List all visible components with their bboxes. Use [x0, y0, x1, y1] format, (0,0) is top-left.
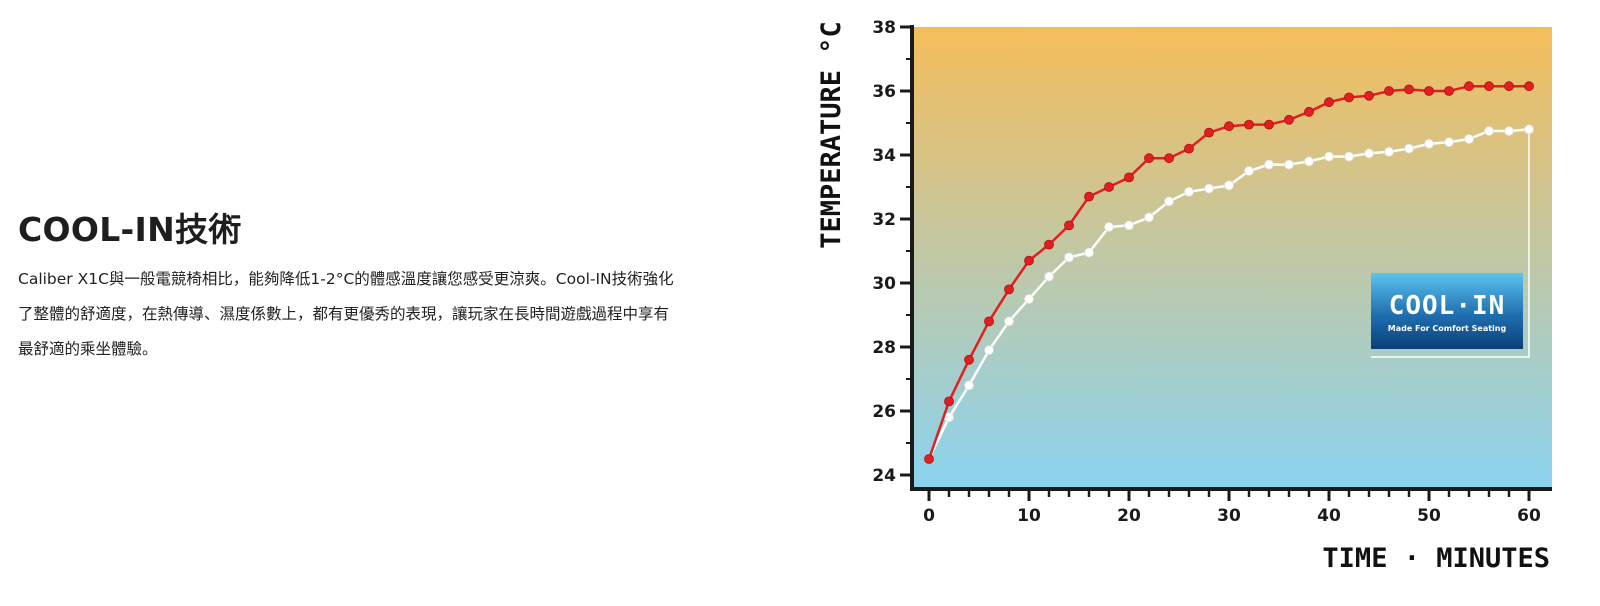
y-tick-label: 24	[872, 466, 896, 486]
red-series-point	[944, 396, 954, 407]
red-series-point	[1144, 153, 1154, 164]
logo-title: COOL·IN	[1389, 291, 1506, 321]
white-series-point	[1324, 151, 1334, 162]
red-series-point	[1244, 119, 1254, 130]
white-series-point	[1024, 294, 1034, 304]
white-series-point	[1144, 212, 1154, 223]
white-series-point	[1124, 220, 1134, 231]
white-series-point	[1064, 252, 1074, 263]
red-series-point	[1104, 182, 1114, 192]
white-series-leader-line	[1371, 129, 1530, 358]
white-series-point	[1004, 316, 1014, 327]
x-tick-label: 50	[1417, 506, 1441, 526]
white-series-point	[1264, 159, 1274, 170]
red-series-point	[1464, 81, 1474, 92]
x-tick-label: 60	[1517, 506, 1541, 526]
white-series-point	[1504, 126, 1514, 136]
cool-in-logo	[1371, 273, 1523, 349]
chart-svg: COOL·IN Made For Comfort Seating 24 26 28 30…	[816, 18, 1552, 574]
red-series-point	[1084, 191, 1094, 202]
white-series-point	[1524, 124, 1534, 135]
x-tick-label: 0	[923, 506, 935, 526]
logo-tagline: Made For Comfort Seating	[1388, 324, 1507, 333]
red-series-point	[1124, 172, 1134, 183]
red-series-point	[1324, 97, 1334, 108]
red-series-point	[1064, 220, 1074, 231]
y-tick-label: 26	[872, 402, 896, 422]
plot-background	[912, 27, 1552, 489]
red-series-point	[1004, 284, 1014, 295]
red-series-point	[1264, 119, 1274, 130]
red-series-point	[1384, 86, 1394, 96]
white-series-point	[1404, 143, 1414, 154]
white-series-point	[1244, 166, 1254, 176]
white-series-point	[1484, 126, 1494, 136]
white-series-point	[1344, 151, 1354, 162]
description-line: Caliber X1C與一般電競椅相比，能夠降低1-2°C的體感溫度讓您感受更涼…	[18, 270, 674, 288]
red-series-point	[1344, 92, 1354, 103]
y-tick-label: 32	[872, 210, 896, 230]
red-series-point	[924, 454, 934, 464]
temperature-chart: COOL·IN Made For Comfort Seating 24 26 28 30…	[815, 0, 1600, 602]
red-series-point	[1224, 121, 1234, 132]
white-series-point	[1464, 134, 1474, 144]
y-tick-label: 34	[872, 146, 896, 166]
red-series-point	[1484, 81, 1494, 92]
red-series-point	[964, 354, 974, 365]
red-series-point	[1504, 81, 1514, 92]
description-line: 最舒適的乘坐體驗。	[18, 340, 158, 358]
red-series-point	[984, 316, 994, 327]
x-axis-title: TIME · MINUTES	[1322, 543, 1550, 574]
white-series-point	[964, 380, 974, 391]
y-axis-title: TEMPERATURE °C	[816, 21, 847, 249]
white-series-point	[1444, 137, 1454, 148]
y-tick-label: 36	[872, 82, 896, 102]
x-tick-label: 10	[1017, 506, 1041, 526]
white-series-point	[1284, 159, 1294, 170]
white-series-point	[1104, 222, 1114, 232]
white-series-point	[1384, 146, 1394, 157]
red-series-point	[1184, 143, 1194, 154]
section-description: Caliber X1C與一般電競椅相比，能夠降低1-2°C的體感溫度讓您感受更涼…	[18, 262, 778, 367]
y-tick-label: 28	[872, 338, 896, 358]
red-series-point	[1524, 81, 1534, 92]
white-series-point	[1044, 271, 1054, 282]
red-series-point	[1444, 86, 1454, 96]
red-series-point	[1424, 86, 1434, 96]
y-tick-label: 30	[872, 274, 896, 294]
red-series-point	[1164, 153, 1174, 164]
red-series-point	[1204, 127, 1214, 138]
white-series-point	[1204, 183, 1214, 194]
red-series-point	[1284, 114, 1294, 125]
white-series-point	[1364, 148, 1374, 159]
red-series-point	[1304, 106, 1314, 117]
red-series-point	[1364, 90, 1374, 101]
red-series-point	[1044, 239, 1054, 250]
x-tick-label: 20	[1117, 506, 1141, 526]
section-title: COOL-IN技術	[18, 210, 242, 249]
cool-in-section: COOL-IN技術 Caliber X1C與一般電競椅相比，能夠降低1-2°C的…	[18, 208, 778, 367]
x-tick-label: 30	[1217, 506, 1241, 526]
x-tick-label: 40	[1317, 506, 1341, 526]
white-series-point	[1424, 138, 1434, 149]
red-series-point	[1404, 84, 1414, 95]
white-series-point	[1184, 186, 1194, 197]
y-tick-label: 38	[872, 18, 896, 38]
white-series-point	[984, 345, 994, 356]
description-line: 了整體的舒適度，在熱傳導、濕度係數上，都有更優秀的表現，讓玩家在長時間遊戲過程中…	[18, 305, 670, 323]
white-series-point	[1224, 180, 1234, 191]
white-series-point	[1164, 196, 1174, 207]
red-series-point	[1024, 255, 1034, 266]
white-series-point	[1084, 247, 1094, 258]
white-series-point	[1304, 156, 1314, 167]
